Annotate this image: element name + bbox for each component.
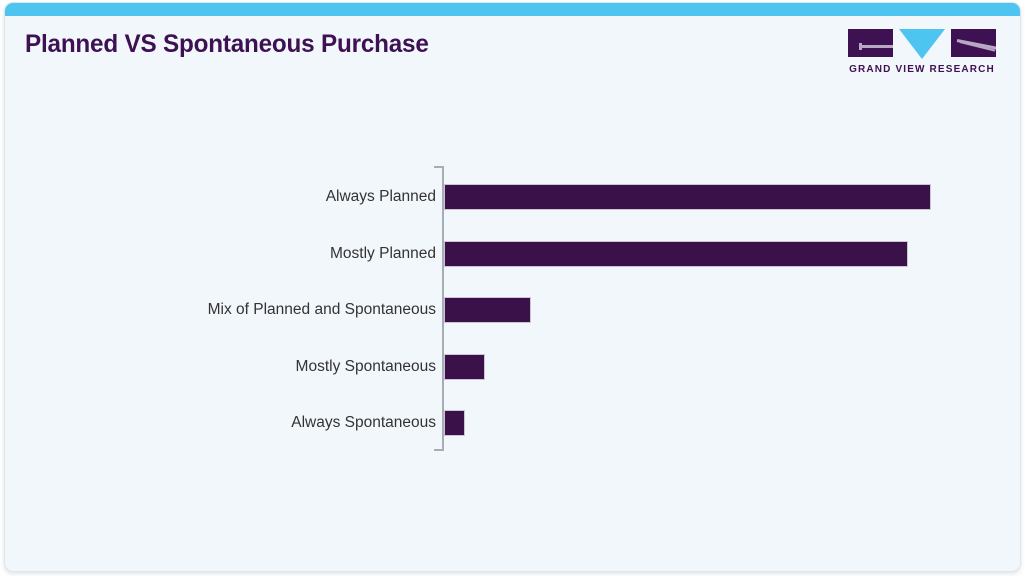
bar-mix-of-planned-and-spontaneous — [444, 297, 531, 323]
bar-row: Mix of Planned and Spontaneous — [5, 297, 1020, 323]
bar-row: Mostly Spontaneous — [5, 353, 1020, 380]
logo-letter-g-icon — [848, 29, 893, 57]
bar-category-label: Mix of Planned and Spontaneous — [207, 301, 436, 318]
slide-card: Planned VS Spontaneous Purchase GRAND VI… — [4, 2, 1021, 572]
bar-row: Always Spontaneous — [5, 410, 1020, 436]
brand-logo: GRAND VIEW RESEARCH — [848, 29, 996, 75]
bar-chart: Always Planned Mostly Planned Mix of Plann… — [5, 3, 1020, 571]
y-axis-cap-top — [434, 166, 444, 168]
logo-letter-r-icon — [951, 29, 996, 57]
brand-name: GRAND VIEW RESEARCH — [849, 64, 995, 75]
y-axis-line — [442, 166, 444, 451]
bar-mostly-spontaneous — [444, 353, 485, 380]
bar-row: Always Planned — [5, 184, 1020, 210]
bar-always-planned — [444, 184, 932, 210]
bar-category-label: Mostly Spontaneous — [295, 357, 436, 375]
brand-logo-mark — [848, 29, 996, 59]
top-accent-bar — [5, 3, 1020, 16]
bar-category-label: Always Spontaneous — [291, 414, 436, 431]
y-axis-cap-bottom — [434, 449, 444, 451]
bar-always-spontaneous — [444, 410, 465, 436]
page-title: Planned VS Spontaneous Purchase — [25, 30, 429, 58]
bar-row: Mostly Planned — [5, 240, 1020, 267]
bar-mostly-planned — [444, 240, 908, 267]
bar-category-label: Mostly Planned — [330, 244, 436, 262]
logo-triangle-v-icon — [899, 29, 945, 59]
bar-category-label: Always Planned — [325, 188, 436, 205]
